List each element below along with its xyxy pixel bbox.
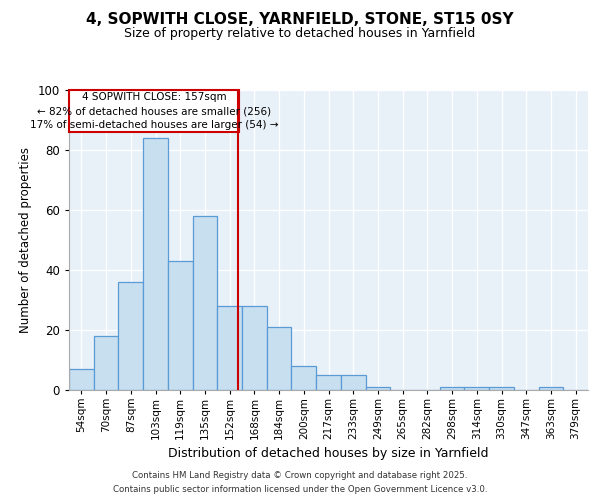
Bar [217, 306, 242, 390]
Bar [341, 375, 365, 390]
Text: 4, SOPWITH CLOSE, YARNFIELD, STONE, ST15 0SY: 4, SOPWITH CLOSE, YARNFIELD, STONE, ST15… [86, 12, 514, 28]
Bar [316, 375, 341, 390]
Bar [168, 261, 193, 390]
Bar [267, 327, 292, 390]
Bar [69, 90, 239, 132]
Bar [118, 282, 143, 390]
Text: 17% of semi-detached houses are larger (54) →: 17% of semi-detached houses are larger (… [29, 120, 278, 130]
Bar [242, 306, 267, 390]
Text: Contains HM Land Registry data © Crown copyright and database right 2025.
Contai: Contains HM Land Registry data © Crown c… [113, 472, 487, 494]
Bar [489, 387, 514, 390]
Text: Size of property relative to detached houses in Yarnfield: Size of property relative to detached ho… [124, 28, 476, 40]
Bar [365, 387, 390, 390]
Bar [193, 216, 217, 390]
Y-axis label: Number of detached properties: Number of detached properties [19, 147, 32, 333]
Bar [440, 387, 464, 390]
X-axis label: Distribution of detached houses by size in Yarnfield: Distribution of detached houses by size … [168, 448, 489, 460]
Bar [292, 366, 316, 390]
Text: 4 SOPWITH CLOSE: 157sqm: 4 SOPWITH CLOSE: 157sqm [82, 92, 226, 102]
Bar [69, 369, 94, 390]
Text: ← 82% of detached houses are smaller (256): ← 82% of detached houses are smaller (25… [37, 106, 271, 116]
Bar [143, 138, 168, 390]
Bar [539, 387, 563, 390]
Bar [464, 387, 489, 390]
Bar [94, 336, 118, 390]
